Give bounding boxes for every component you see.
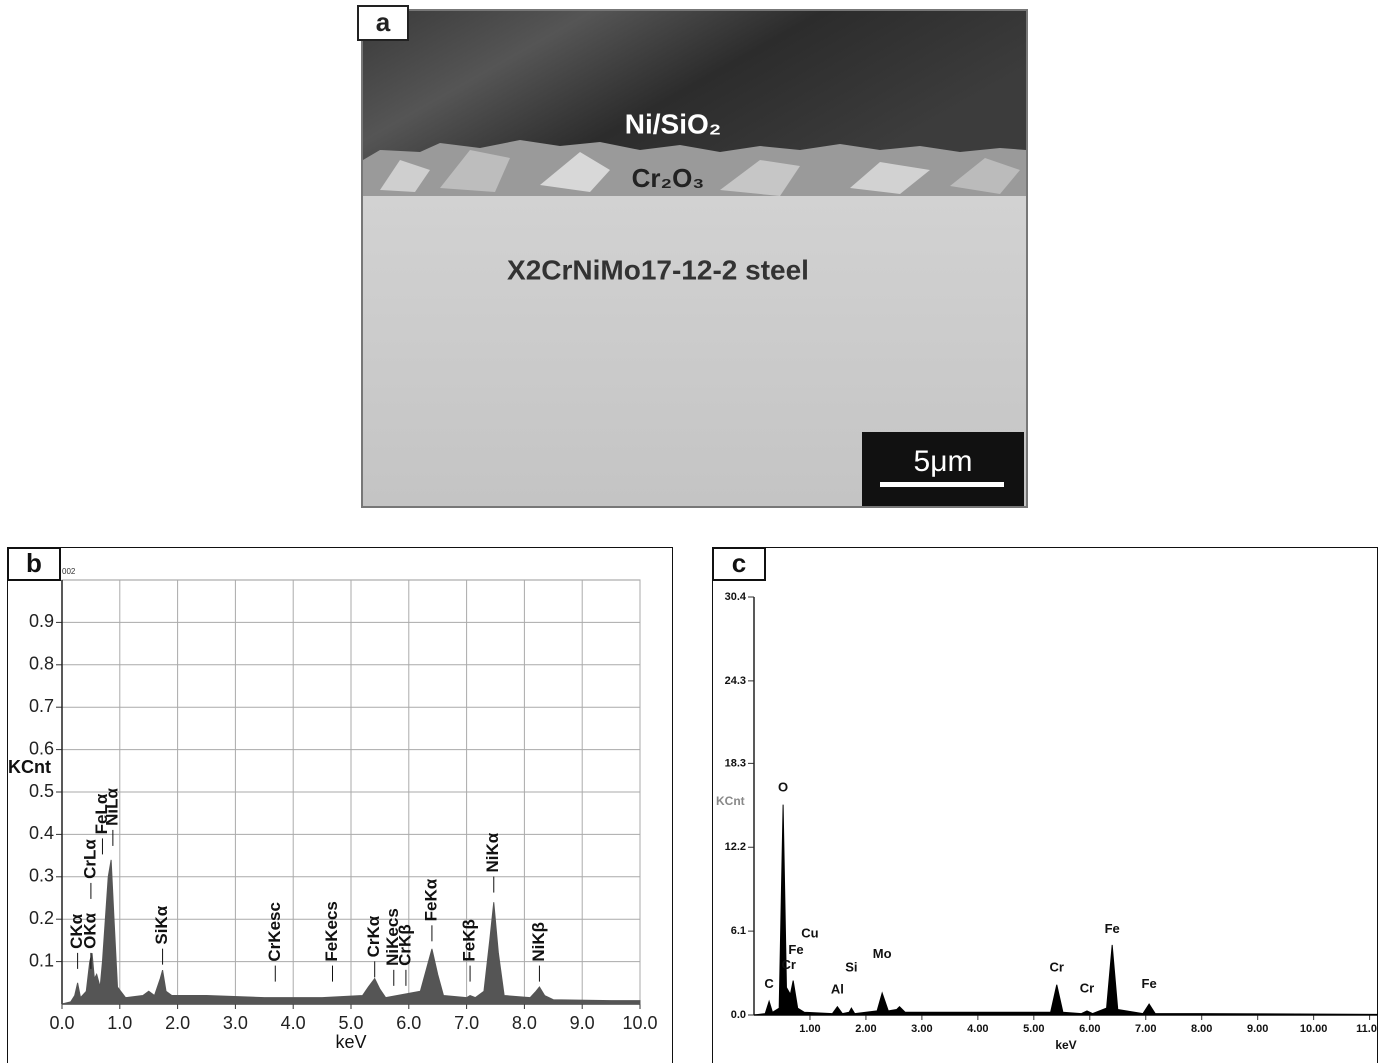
x-tick-label: 10.00: [1300, 1023, 1328, 1035]
x-tick-label: 1.00: [799, 1023, 820, 1035]
y-tick-label: 0.6: [29, 738, 54, 758]
x-tick-label: 8.0: [512, 1013, 537, 1033]
x-tick-label: 9.00: [1247, 1023, 1268, 1035]
x-tick-label: 8.00: [1191, 1023, 1212, 1035]
peak-label: FeLα: [92, 793, 111, 834]
peak-label: Fe: [1142, 976, 1157, 991]
peak-label: Fe: [1105, 921, 1120, 936]
y-tick-label: 6.1: [731, 925, 746, 937]
layer-label: X2CrNiMo17-12-2 steel: [507, 254, 809, 285]
peak-label: CrKesc: [265, 902, 284, 962]
x-tick-label: 3.00: [911, 1023, 932, 1035]
panel-frame: [712, 547, 1378, 1063]
y-tick-label: 0.2: [29, 908, 54, 928]
peak-label: Si: [845, 960, 857, 975]
x-tick-label: 11.00: [1356, 1023, 1383, 1035]
peak-label: FeKecs: [322, 901, 341, 961]
peak-label: Al: [831, 982, 844, 997]
peak-label: Mo: [873, 946, 892, 961]
x-tick-label: 9.0: [570, 1013, 595, 1033]
peak-label: CrKα: [364, 915, 383, 957]
peak-label: NiKβ: [529, 922, 548, 962]
y-tick-label: 0.3: [29, 866, 54, 886]
top-layer: [363, 11, 1026, 161]
spectrum-area: [61, 859, 641, 1005]
peak-label: O: [778, 780, 788, 795]
panel-label: c: [732, 548, 746, 578]
crystal: [720, 160, 800, 196]
y-tick-label: 0.8: [29, 654, 54, 674]
y-axis-label: KCnt: [8, 757, 51, 777]
y-tick-label: 12.2: [725, 841, 746, 853]
x-tick-label: 5.00: [1023, 1023, 1044, 1035]
x-tick-label: 2.0: [165, 1013, 190, 1033]
y-tick-label: 18.3: [725, 757, 746, 769]
peak-label: C: [764, 976, 774, 991]
y-tick-label: 0.9: [29, 611, 54, 631]
x-tick-label: 4.00: [967, 1023, 988, 1035]
peak-label: Fe: [788, 942, 803, 957]
panel-label-box: [7, 547, 61, 581]
peak-label: Cr: [781, 957, 795, 972]
peak-label: CrKβ: [395, 924, 414, 966]
panel-label-box: [712, 547, 766, 581]
scale-box: [862, 432, 1024, 506]
panel-label-box: [357, 5, 409, 41]
peak-label: Cr: [1080, 980, 1094, 995]
peak-label: CKα: [67, 913, 86, 949]
panel-frame: [7, 547, 673, 1063]
peak-label: NiKα: [483, 832, 502, 872]
x-axis-label: keV: [1055, 1038, 1076, 1052]
peak-label: Cr: [1050, 960, 1064, 975]
x-tick-label: 1.0: [107, 1013, 132, 1033]
peak-label: NiLα: [102, 788, 121, 826]
layer-label: Cr₂O₃: [632, 163, 705, 193]
layer-label: Ni/SiO₂: [625, 108, 721, 139]
peak-label: SiKα: [152, 905, 171, 944]
y-axis-label: KCnt: [716, 794, 745, 808]
peak-label: Cu: [801, 925, 818, 940]
scale-label: 5μm: [914, 445, 973, 478]
x-tick-label: 2.00: [855, 1023, 876, 1035]
x-tick-label: 7.0: [454, 1013, 479, 1033]
note: 002: [62, 567, 76, 576]
panel-label: b: [26, 548, 42, 578]
crystal: [950, 158, 1020, 194]
peak-label: FeKα: [421, 878, 440, 921]
panel-label: a: [376, 7, 391, 37]
y-tick-label: 24.3: [725, 675, 746, 687]
y-tick-label: 0.4: [29, 823, 54, 843]
x-tick-label: 0.0: [49, 1013, 74, 1033]
crystal: [380, 160, 430, 192]
x-tick-label: 4.0: [281, 1013, 306, 1033]
scale-bar: [880, 482, 1004, 487]
crystal: [850, 162, 930, 194]
x-tick-label: 3.0: [223, 1013, 248, 1033]
spectrum-area: [753, 804, 1378, 1016]
sem-image: a Ni/SiO₂ Cr₂O₃ X2CrNiMo17-12-2 steel 5μ…: [357, 5, 1028, 508]
peak-label: CrLα: [80, 839, 99, 879]
x-tick-label: 10.0: [622, 1013, 657, 1033]
crystal: [440, 150, 510, 192]
peak-label: NiKecs: [383, 908, 402, 966]
spectrum-panel: 0.0 6.1 12.2 18.3 24.3 30.4 1.00 2.00 3.00 4.00 5.…: [712, 547, 1383, 1063]
peak-label: OKα: [80, 912, 99, 949]
spectrum-panel: 0.1 0.2 0.3 0.4 0.5 0.6 0.7 0.8 0.9 0.0 1.0 2.0 3.0 4…: [7, 547, 673, 1063]
x-tick-label: 5.0: [338, 1013, 363, 1033]
y-tick-label: 0.1: [29, 950, 54, 970]
y-tick-label: 0.5: [29, 781, 54, 801]
y-tick-label: 0.7: [29, 696, 54, 716]
x-axis-label: keV: [335, 1032, 366, 1052]
x-tick-label: 6.00: [1079, 1023, 1100, 1035]
x-tick-label: 6.0: [396, 1013, 421, 1033]
y-tick-label: 30.4: [725, 591, 747, 603]
y-tick-label: 0.0: [731, 1009, 746, 1021]
x-tick-label: 7.00: [1135, 1023, 1156, 1035]
crystal: [540, 152, 610, 192]
peak-label: FeKβ: [460, 919, 479, 962]
